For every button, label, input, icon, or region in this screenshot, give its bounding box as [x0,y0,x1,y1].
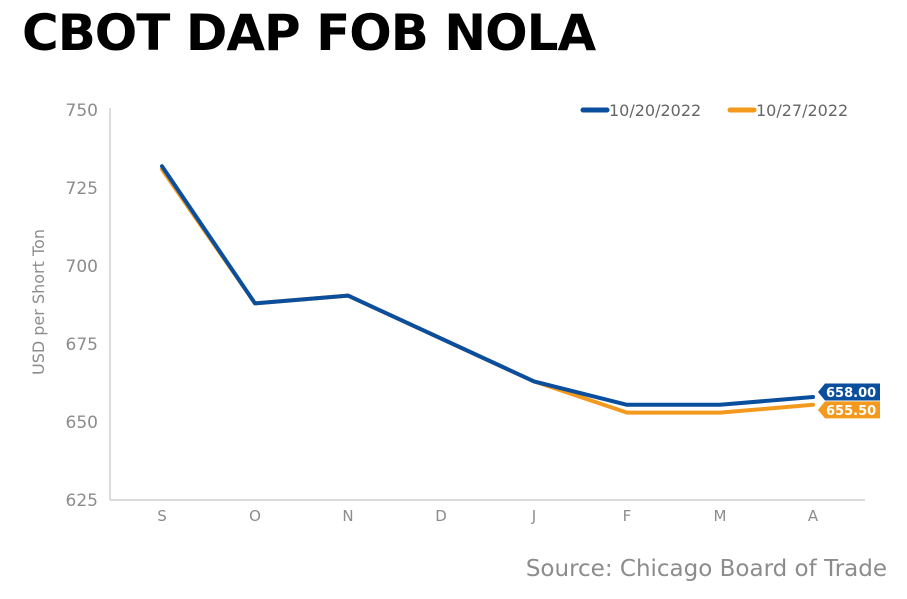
y-tick-label: 650 [66,413,98,433]
axes [109,108,865,501]
series-lines [160,164,815,415]
x-tick-label: J [531,507,536,525]
x-tick-label: S [157,507,167,525]
end-label-tag-1 [818,383,880,401]
end-label-text-2: 655.50 [826,404,876,419]
y-axis-label: USD per Short Ton [29,229,48,375]
legend-label-1: 10/20/2022 [609,101,701,120]
source-note: Source: Chicago Board of Trade [525,556,887,582]
y-tick-label: 750 [66,101,98,121]
x-tick-label: O [249,507,261,525]
x-tick-label: F [623,507,632,525]
y-tick-label: 625 [66,491,98,511]
y-tick-label: 675 [66,335,98,355]
x-tick-label: N [342,507,353,525]
series-line-2 [160,167,815,415]
x-tick-label: A [808,507,819,525]
series-line-1 [160,164,815,407]
end-value-labels: 658.00 655.50 [818,383,880,419]
y-tick-label: 700 [66,257,98,277]
end-label-text-1: 658.00 [826,386,876,401]
x-tick-label: D [435,507,447,525]
legend: 10/20/2022 10/27/2022 [580,101,848,120]
x-tick-label: M [714,507,727,525]
chart-title: CBOT DAP FOB NOLA [22,4,596,62]
end-label-tag-2 [818,401,880,419]
y-tick-label: 725 [66,179,98,199]
legend-label-2: 10/27/2022 [756,101,848,120]
y-tick-labels: 625 650 675 700 725 750 [66,101,98,511]
